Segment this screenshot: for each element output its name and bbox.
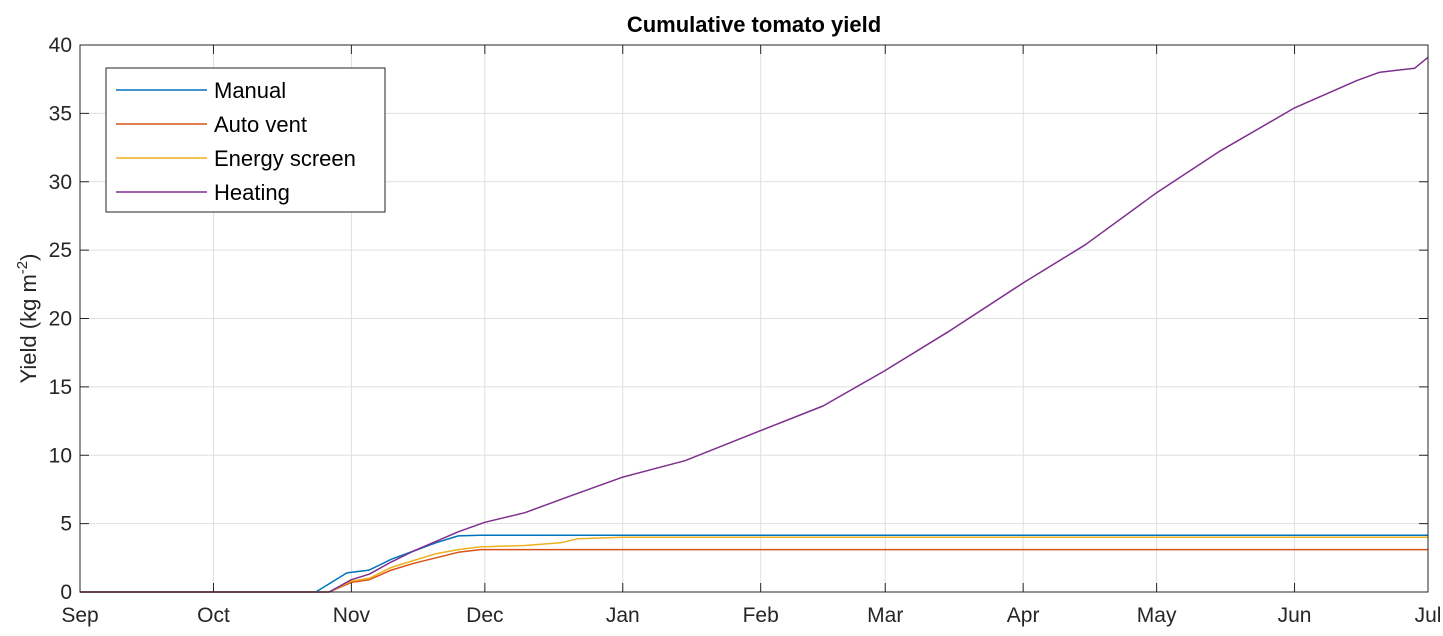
y-tick-label: 10 xyxy=(49,444,72,467)
tick-labels: Sep Oct Nov Dec Jan Feb Mar Apr May Jun Jul 0 5 10 15 2… xyxy=(49,34,1442,627)
x-tick-label: Sep xyxy=(61,604,98,627)
x-tick-label: Jun xyxy=(1278,604,1312,627)
legend-label: Manual xyxy=(214,78,286,103)
y-tick-label: 0 xyxy=(60,581,72,604)
x-tick-label: Jan xyxy=(606,604,640,627)
legend-label: Heating xyxy=(214,180,290,205)
y-tick-label: 5 xyxy=(60,513,72,536)
x-tick-label: Nov xyxy=(333,604,371,627)
x-tick-label: Feb xyxy=(743,604,779,627)
x-tick-label: Apr xyxy=(1007,604,1040,627)
axis-ticks xyxy=(79,44,1429,593)
series-line-manual xyxy=(80,534,1428,593)
y-tick-label: 20 xyxy=(49,308,72,331)
x-tick-label: Oct xyxy=(197,604,230,627)
x-tick-label: Jul xyxy=(1415,604,1442,627)
x-tick-label: Dec xyxy=(466,604,503,627)
y-tick-label: 25 xyxy=(49,239,72,262)
legend-label: Auto vent xyxy=(214,112,307,137)
x-tick-label: May xyxy=(1137,604,1177,627)
y-tick-label: 35 xyxy=(49,102,72,125)
chart-title: Cumulative tomato yield xyxy=(627,12,881,37)
legend-box xyxy=(105,67,386,213)
y-tick-label: 30 xyxy=(49,171,72,194)
series-line-energy-screen xyxy=(80,536,1428,593)
series-line-heating xyxy=(80,56,1429,593)
y-tick-label: 40 xyxy=(49,34,72,57)
x-tick-label: Mar xyxy=(867,604,903,627)
series-lines xyxy=(80,56,1429,593)
legend: Manual Auto vent Energy screen Heating xyxy=(105,67,386,213)
y-axis-label: Yield (kg m-2) xyxy=(14,254,41,384)
legend-label: Energy screen xyxy=(214,146,356,171)
y-tick-label: 15 xyxy=(49,376,72,399)
